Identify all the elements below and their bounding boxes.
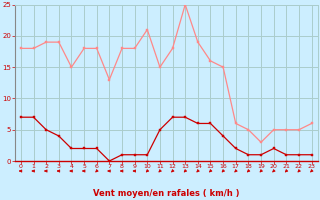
X-axis label: Vent moyen/en rafales ( km/h ): Vent moyen/en rafales ( km/h ) [93,189,239,198]
